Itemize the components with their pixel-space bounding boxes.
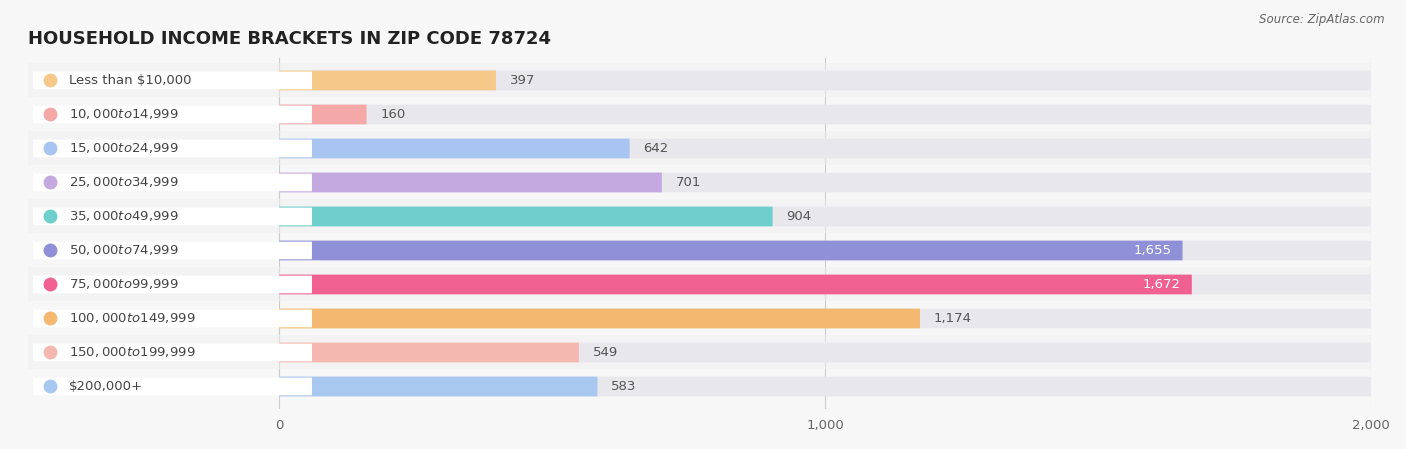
FancyBboxPatch shape: [280, 139, 1371, 158]
FancyBboxPatch shape: [280, 308, 920, 328]
Text: 701: 701: [675, 176, 700, 189]
FancyBboxPatch shape: [280, 377, 598, 396]
FancyBboxPatch shape: [34, 242, 312, 260]
FancyBboxPatch shape: [34, 72, 312, 89]
FancyBboxPatch shape: [280, 207, 773, 226]
FancyBboxPatch shape: [34, 140, 312, 157]
Text: $15,000 to $24,999: $15,000 to $24,999: [69, 141, 179, 155]
Text: 549: 549: [592, 346, 617, 359]
Text: Source: ZipAtlas.com: Source: ZipAtlas.com: [1260, 13, 1385, 26]
FancyBboxPatch shape: [280, 308, 1371, 328]
FancyBboxPatch shape: [34, 378, 312, 395]
Bar: [28, 268, 1371, 301]
FancyBboxPatch shape: [34, 343, 312, 361]
FancyBboxPatch shape: [280, 70, 496, 90]
FancyBboxPatch shape: [280, 70, 1371, 90]
FancyBboxPatch shape: [280, 172, 662, 192]
Text: $25,000 to $34,999: $25,000 to $34,999: [69, 176, 179, 189]
Text: $50,000 to $74,999: $50,000 to $74,999: [69, 243, 179, 257]
Text: $10,000 to $14,999: $10,000 to $14,999: [69, 107, 179, 122]
Text: 904: 904: [786, 210, 811, 223]
Text: $150,000 to $199,999: $150,000 to $199,999: [69, 345, 195, 360]
FancyBboxPatch shape: [280, 343, 579, 362]
FancyBboxPatch shape: [280, 241, 1182, 260]
FancyBboxPatch shape: [280, 172, 1371, 192]
Text: $100,000 to $149,999: $100,000 to $149,999: [69, 312, 195, 326]
Bar: [28, 335, 1371, 370]
Text: $200,000+: $200,000+: [69, 380, 142, 393]
FancyBboxPatch shape: [34, 174, 312, 191]
Bar: [28, 199, 1371, 233]
Text: $75,000 to $99,999: $75,000 to $99,999: [69, 277, 179, 291]
Text: 583: 583: [612, 380, 637, 393]
FancyBboxPatch shape: [280, 207, 1371, 226]
Bar: [28, 132, 1371, 166]
FancyBboxPatch shape: [34, 207, 312, 225]
Text: 642: 642: [644, 142, 668, 155]
FancyBboxPatch shape: [34, 310, 312, 327]
Text: 160: 160: [380, 108, 405, 121]
Bar: [28, 63, 1371, 97]
Text: HOUSEHOLD INCOME BRACKETS IN ZIP CODE 78724: HOUSEHOLD INCOME BRACKETS IN ZIP CODE 78…: [28, 31, 551, 48]
Text: Less than $10,000: Less than $10,000: [69, 74, 191, 87]
Text: 1,655: 1,655: [1133, 244, 1171, 257]
Text: 397: 397: [509, 74, 534, 87]
FancyBboxPatch shape: [280, 105, 367, 124]
FancyBboxPatch shape: [280, 241, 1371, 260]
FancyBboxPatch shape: [280, 139, 630, 158]
FancyBboxPatch shape: [280, 343, 1371, 362]
FancyBboxPatch shape: [34, 276, 312, 293]
Text: $35,000 to $49,999: $35,000 to $49,999: [69, 210, 179, 224]
Text: 1,174: 1,174: [934, 312, 972, 325]
FancyBboxPatch shape: [280, 275, 1371, 295]
FancyBboxPatch shape: [280, 377, 1371, 396]
FancyBboxPatch shape: [280, 105, 1371, 124]
FancyBboxPatch shape: [280, 275, 1192, 295]
Text: 1,672: 1,672: [1143, 278, 1181, 291]
FancyBboxPatch shape: [34, 106, 312, 123]
